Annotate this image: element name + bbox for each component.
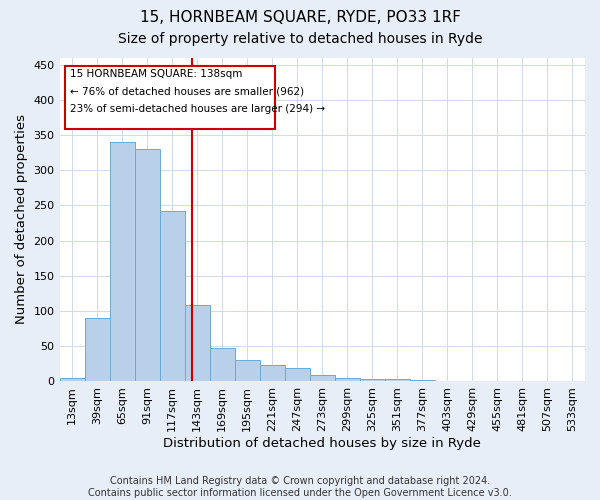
Text: 15, HORNBEAM SQUARE, RYDE, PO33 1RF: 15, HORNBEAM SQUARE, RYDE, PO33 1RF (139, 10, 461, 25)
Bar (485, 381, 510, 382)
Bar (385, 380, 410, 382)
Text: 23% of semi-detached houses are larger (294) →: 23% of semi-detached houses are larger (… (70, 104, 325, 115)
Bar (460, 381, 485, 382)
Bar (535, 381, 560, 382)
Bar (410, 380, 435, 382)
Text: 15 HORNBEAM SQUARE: 138sqm: 15 HORNBEAM SQUARE: 138sqm (70, 69, 242, 79)
Bar (134, 149, 160, 382)
Text: Contains HM Land Registry data © Crown copyright and database right 2024.
Contai: Contains HM Land Registry data © Crown c… (88, 476, 512, 498)
Bar (85, 318, 110, 382)
FancyBboxPatch shape (65, 66, 275, 129)
Text: Size of property relative to detached houses in Ryde: Size of property relative to detached ho… (118, 32, 482, 46)
Bar (209, 348, 235, 382)
Bar (285, 368, 310, 382)
X-axis label: Distribution of detached houses by size in Ryde: Distribution of detached houses by size … (163, 437, 481, 450)
Bar (160, 211, 185, 382)
Bar (260, 364, 285, 382)
Bar (185, 306, 209, 382)
Bar (435, 381, 460, 382)
Text: ← 76% of detached houses are smaller (962): ← 76% of detached houses are smaller (96… (70, 86, 304, 97)
Bar (310, 375, 335, 382)
Bar (110, 142, 134, 382)
Bar (360, 378, 385, 382)
Bar (235, 360, 260, 382)
Y-axis label: Number of detached properties: Number of detached properties (15, 114, 28, 324)
Bar (59, 378, 85, 382)
Bar (335, 378, 360, 382)
